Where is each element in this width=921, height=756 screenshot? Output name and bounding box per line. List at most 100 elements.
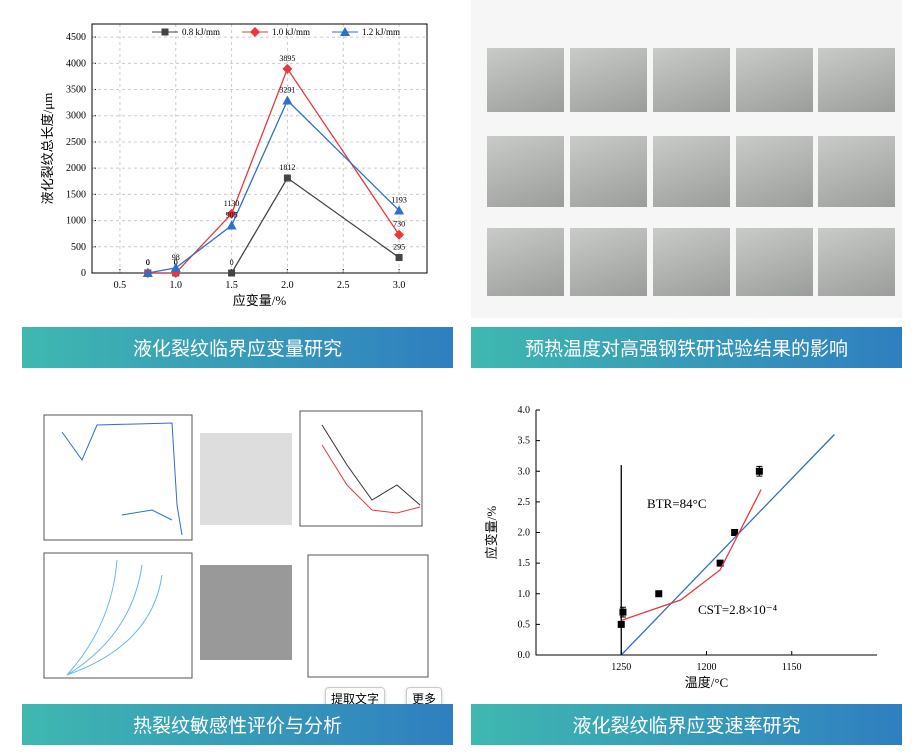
data-label: 0 [146,258,150,267]
x-tick-label: 2.0 [281,280,294,291]
data-label: 1812 [279,163,295,172]
mini-chart [43,552,193,679]
y-tick-label: 2500 [66,137,86,148]
photo-panel [471,0,902,318]
y-tick-label: 0 [81,268,86,279]
data-label: 1130 [224,199,240,208]
card: 0 500 1000 1500 2000 2500 3000 3500 4000 4500 0.5 1… [22,0,453,318]
data-label: 3291 [279,85,295,94]
legend-marker [340,27,350,36]
y-tick-label: 3.0 [518,466,531,477]
photo [487,228,564,296]
y-axis-title: 应变量/% [484,506,499,560]
annotation: CST=2.8×10⁻⁴ [698,602,778,617]
photo [818,228,895,296]
photo [818,136,895,207]
point [282,63,293,74]
y-tick-label: 3500 [66,85,86,96]
collage [22,395,453,700]
y-tick-label: 1.5 [518,558,531,569]
photo [200,565,292,660]
series-line [147,67,400,274]
data-label: 730 [393,220,405,229]
legend-label: 1.2 kJ/mm [362,27,400,37]
y-tick-label: 4000 [66,58,86,69]
mini-chart [307,554,429,678]
series-line [147,177,400,274]
annotation: BTR=84°C [647,496,706,511]
legend-marker [161,28,169,36]
photo [570,48,647,112]
x-tick-label: 3.0 [393,280,406,291]
data-label: 0 [174,258,178,267]
point [226,208,237,219]
legend-marker [250,27,260,37]
series-line [622,489,762,621]
photo [736,228,813,296]
point [395,254,403,262]
y-tick-label: 4500 [66,32,86,43]
point [283,174,291,182]
mini-line [121,509,173,521]
axes [535,410,877,656]
data-label: 0 [146,258,150,267]
plot-frame [91,23,428,274]
y-tick-label: 0.0 [518,650,531,661]
point [731,529,739,536]
mini-line [61,422,183,536]
caption: 液化裂纹临界应变量研究 [22,327,453,368]
x-axis-title: 温度/°C [685,675,728,690]
y-tick-label: 1.0 [518,589,531,600]
y-tick-label: 3.5 [518,436,531,447]
x-axis-title: 应变量/% [233,293,287,308]
point [716,559,724,567]
caption: 液化裂纹临界应变速率研究 [471,704,902,745]
chart: 0.0 0.5 1.0 1.5 2.0 2.5 3.0 3.5 4.0 1250 1200 1150 温… [484,405,877,690]
legend-label: 1.0 kJ/mm [272,27,310,37]
data-label: 0 [174,258,178,267]
mini-line [321,424,421,506]
y-axis-title: 液化裂纹总长度/μm [40,93,55,205]
point [228,269,236,277]
more-button[interactable]: 更多 [406,687,443,709]
caption: 热裂纹敏感性评价与分析 [22,704,453,745]
point [755,467,763,475]
data-label: 98 [172,253,180,262]
photo [736,48,813,112]
y-tick-label: 500 [71,242,86,253]
x-tick-label: 1.5 [225,280,238,291]
photo [570,136,647,207]
photo [653,48,730,112]
chart: 0 500 1000 1500 2000 2500 3000 3500 4000 4500 0.5 1… [40,23,428,308]
y-tick-label: 2.5 [518,497,531,508]
y-tick-label: 1000 [66,216,86,227]
photo [570,228,647,296]
card: 0.0 0.5 1.0 1.5 2.0 2.5 3.0 3.5 4.0 1250 1200 1150 温… [471,395,902,700]
collage-graphics [43,410,429,679]
x-tick-label: 0.5 [114,280,127,291]
x-tick-label: 1250 [611,662,631,673]
mini-chart [43,414,193,541]
x-tick-label: 1200 [697,662,717,673]
data-label: 0 [230,258,234,267]
photo [653,228,730,296]
point [619,608,627,616]
y-tick-label: 4.0 [518,405,531,416]
data-label: 3895 [279,54,295,63]
x-tick-label: 2.5 [337,280,350,291]
series-line [620,434,835,656]
photo [736,136,813,207]
mini-curve [66,559,163,676]
photo [487,136,564,207]
y-tick-label: 3000 [66,111,86,122]
point [170,262,181,272]
data-label: 0 [146,258,150,267]
legend-label: 0.8 kJ/mm [182,27,220,37]
point [655,590,663,598]
extract-text-button[interactable]: 提取文字 [325,687,386,709]
point [394,229,405,240]
data-label: 295 [393,243,405,252]
photo [818,48,895,112]
mini-line [321,444,421,514]
